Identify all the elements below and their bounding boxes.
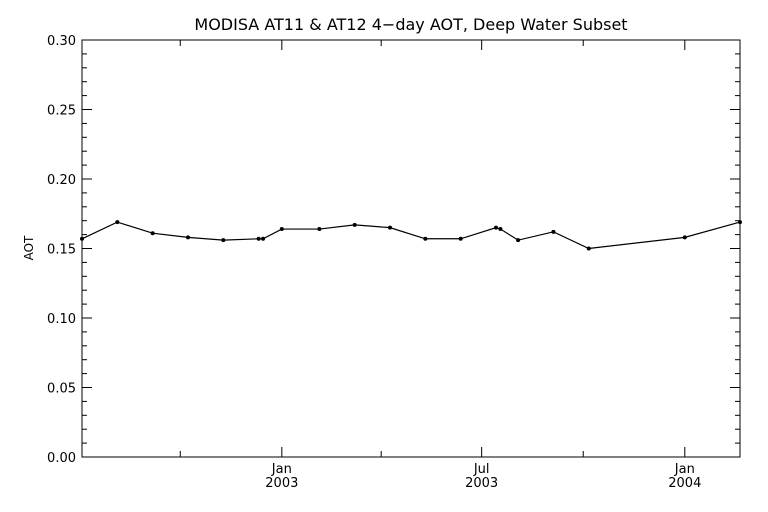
x-tick-label-month: Jul [473, 462, 490, 477]
y-tick-label: 0.05 [47, 382, 76, 397]
data-series [80, 220, 742, 251]
data-point [352, 222, 357, 227]
data-point [516, 238, 521, 243]
data-point [551, 229, 556, 234]
data-point [423, 236, 428, 241]
data-point [317, 227, 322, 232]
data-point [388, 225, 393, 230]
data-point [494, 225, 499, 230]
data-point [185, 235, 190, 240]
y-tick-label: 0.10 [47, 312, 76, 327]
data-point [586, 246, 591, 251]
y-tick-label: 0.30 [47, 34, 76, 49]
y-tick-label: 0.25 [47, 104, 76, 119]
y-tick-label: 0.15 [47, 243, 76, 258]
x-tick-label-month: Jan [674, 462, 695, 477]
x-tick-label-year: 2003 [465, 476, 498, 491]
plot-frame [81, 39, 741, 458]
axis-ticks [82, 39, 740, 458]
x-tick-label-month: Jan [271, 462, 292, 477]
data-point [458, 236, 463, 241]
data-point [221, 238, 226, 243]
data-point [498, 227, 503, 232]
y-tick-label: 0.00 [47, 451, 76, 466]
data-point [115, 220, 120, 225]
data-point [738, 220, 742, 225]
series-line [81, 221, 741, 250]
data-point [150, 231, 155, 236]
y-axis-label: AOT [22, 235, 36, 260]
data-point [80, 236, 84, 241]
x-tick-label-year: 2004 [668, 476, 701, 491]
y-tick-label: 0.20 [47, 173, 76, 188]
data-point [261, 236, 266, 241]
x-tick-label-year: 2003 [265, 476, 298, 491]
data-point [682, 235, 687, 240]
tick-labels: 0.000.050.100.150.200.250.30Jan2003Jul20… [47, 34, 701, 491]
chart-title: MODISA AT11 & AT12 4−day AOT, Deep Water… [194, 15, 627, 34]
data-point [256, 236, 261, 241]
data-point [279, 227, 284, 232]
